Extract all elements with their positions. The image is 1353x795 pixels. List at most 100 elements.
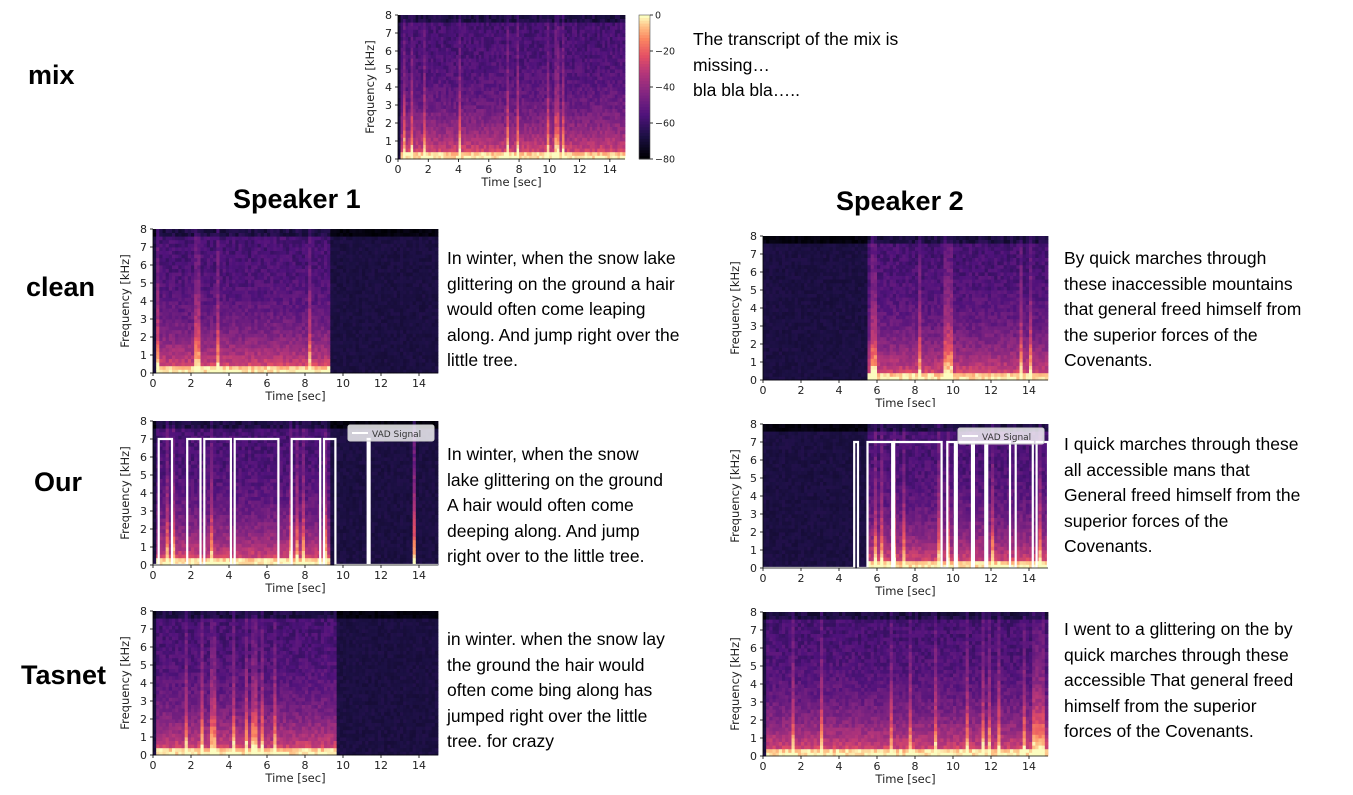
spectrogram-cell: [466, 25, 470, 30]
spectrogram-cell: [403, 58, 406, 63]
spectrogram-cell: [481, 40, 485, 45]
spectrogram-cell: [589, 40, 593, 45]
spectrogram-cell: [546, 83, 550, 88]
spectrogram-cell: [423, 155, 427, 160]
spectrogram-cell: [187, 322, 192, 327]
spectrogram-cell: [468, 72, 472, 77]
spectrogram-cell: [614, 108, 618, 113]
spectrogram-cell: [524, 126, 528, 131]
spectrogram-cell: [506, 51, 510, 55]
spectrogram-cell: [521, 69, 525, 73]
spectrogram-cell: [501, 105, 505, 109]
spectrogram-cell: [544, 148, 548, 153]
spectrogram-cell: [197, 365, 201, 370]
spectrogram-cell: [216, 272, 220, 277]
spectrogram-cell: [493, 40, 497, 45]
spectrogram-cell: [529, 29, 533, 34]
spectrogram-cell: [410, 54, 414, 59]
spectrogram-cell: [175, 344, 179, 349]
spectrogram-cell: [546, 72, 550, 77]
spectrogram-cell: [216, 340, 220, 345]
spectrogram-cell: [529, 40, 533, 45]
spectrogram-cell: [410, 123, 414, 127]
spectrogram-cell: [453, 97, 457, 102]
spectrogram-cell: [430, 144, 434, 149]
spectrogram-cell: [589, 51, 593, 55]
spectrogram-cell: [159, 243, 163, 248]
spectrogram-cell: [225, 369, 230, 374]
spectrogram-cell: [541, 83, 545, 88]
spectrogram-cell: [153, 229, 157, 233]
spectrogram-cell: [453, 47, 457, 52]
spectrogram-cell: [225, 351, 230, 356]
spectrogram-cell: [162, 243, 167, 248]
spectrogram-cell: [463, 105, 467, 109]
spectrogram-cell: [546, 51, 550, 55]
spectrogram-cell: [584, 40, 588, 45]
spectrogram-cell: [612, 25, 616, 30]
spectrogram-cell: [559, 79, 563, 84]
spectrogram-cell: [584, 43, 588, 48]
spectrogram-cell: [418, 22, 422, 27]
spectrogram-cell: [584, 97, 588, 102]
spectrogram-cell: [440, 94, 444, 99]
spectrogram-cell: [248, 254, 252, 259]
spectrogram-cell: [181, 229, 186, 233]
spectrogram-cell: [577, 25, 580, 30]
spectrogram-cell: [476, 61, 480, 66]
spectrogram-cell: [235, 297, 239, 302]
transcript-ours-speaker-2: I quick marches through these all access…: [1064, 432, 1300, 560]
spectrogram-cell: [579, 119, 583, 124]
spectrogram-cell: [461, 33, 464, 37]
spectrogram-cell: [206, 268, 211, 273]
spectrogram-cell: [162, 311, 167, 316]
spectrogram-cell: [251, 229, 255, 233]
spectrogram-cell: [589, 94, 593, 99]
spectrogram-cell: [511, 137, 515, 142]
spectrogram-cell: [210, 365, 214, 370]
spectrogram-cell: [235, 322, 239, 327]
spectrogram-cell: [244, 369, 249, 374]
spectrogram-cell: [612, 94, 616, 99]
spectrogram-cell: [612, 101, 616, 106]
spectrogram-cell: [506, 47, 510, 52]
spectrogram-cell: [187, 337, 192, 341]
spectrogram-cell: [476, 97, 480, 102]
spectrogram-cell: [599, 29, 603, 34]
spectrogram-cell: [463, 90, 467, 95]
spectrogram-cell: [238, 272, 243, 277]
spectrogram-cell: [463, 151, 467, 156]
spectrogram-cell: [405, 29, 409, 34]
spectrogram-cell: [235, 369, 239, 374]
spectrogram-cell: [572, 33, 575, 37]
spectrogram-cell: [589, 115, 593, 120]
spectrogram-cell: [491, 65, 495, 70]
spectrogram-cell: [458, 76, 462, 81]
spectrogram-cell: [531, 83, 535, 88]
spectrogram-cell: [493, 69, 497, 73]
spectrogram-cell: [622, 54, 626, 59]
spectrogram-cell: [425, 40, 429, 45]
spectrogram-cell: [461, 133, 464, 138]
spectrogram-cell: [219, 247, 224, 251]
spectrogram-cell: [420, 29, 424, 34]
spectrogram-cell: [566, 148, 570, 153]
spectrogram-cell: [566, 87, 570, 91]
spectrogram-cell: [582, 61, 586, 66]
spectrogram-cell: [187, 355, 192, 359]
spectrogram-cell: [238, 286, 243, 291]
spectrogram-cell: [589, 90, 593, 95]
spectrogram-cell: [403, 141, 406, 145]
spectrogram-cell: [579, 69, 583, 73]
spectrogram-cell: [519, 133, 522, 138]
spectrogram-cell: [599, 137, 603, 142]
spectrogram-cell: [443, 119, 447, 124]
spectrogram-cell: [415, 22, 419, 27]
spectrogram-cell: [607, 47, 611, 52]
spectrogram-cell: [238, 311, 243, 316]
spectrogram-cell: [428, 108, 432, 113]
spectrogram-cell: [491, 29, 495, 34]
spectrogram-cell: [244, 243, 249, 248]
spectrogram-cell: [423, 108, 427, 113]
spectrogram-cell: [225, 261, 230, 266]
